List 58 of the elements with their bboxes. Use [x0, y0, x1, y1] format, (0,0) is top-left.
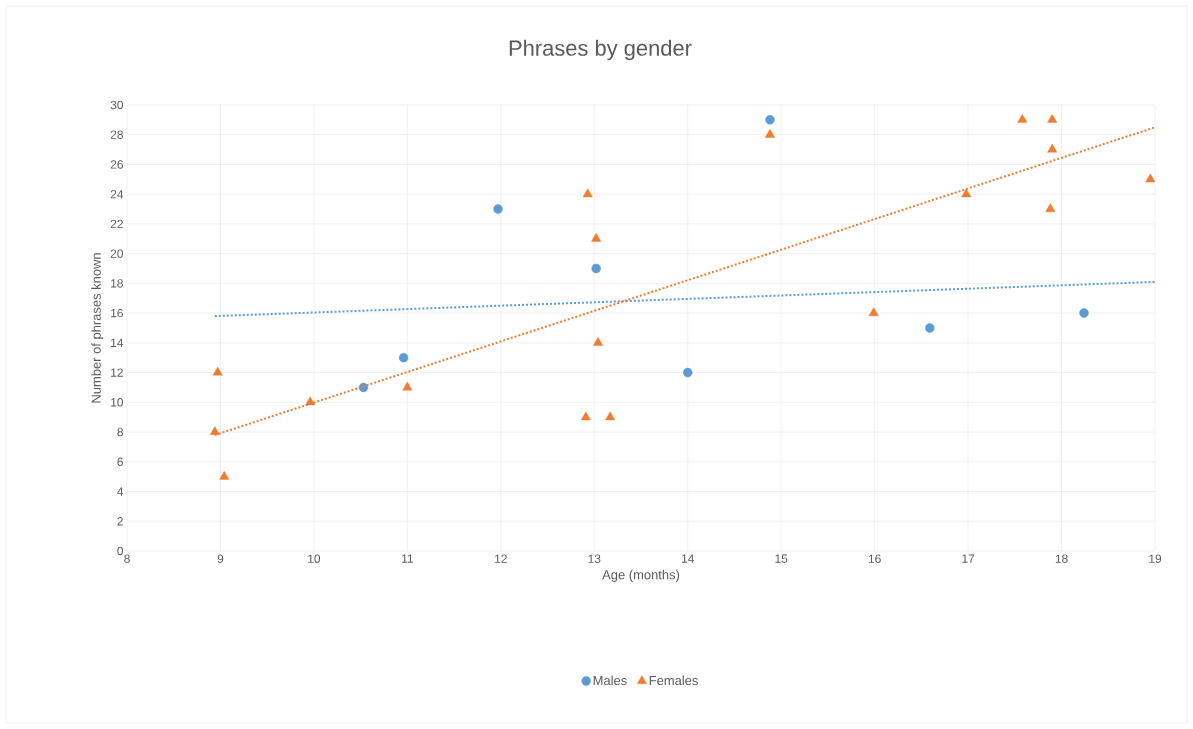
point	[305, 396, 316, 406]
legend-label: Females	[649, 675, 698, 686]
point	[591, 263, 601, 274]
point	[1045, 203, 1056, 212]
y-tick-label: 22	[110, 219, 123, 229]
y-tick-label: 16	[111, 308, 123, 318]
point	[398, 353, 409, 363]
y-tick-label: 28	[110, 130, 123, 139]
y-tick-label: 10	[111, 398, 124, 407]
point	[219, 470, 230, 480]
x-tick-label: 12	[495, 554, 507, 563]
point	[1079, 308, 1089, 318]
point	[925, 323, 935, 333]
point	[1145, 173, 1156, 183]
y-tick-label: 0	[117, 546, 124, 556]
x-tick-label: 13	[588, 554, 601, 563]
y-axis-title: Number of phrases known	[91, 253, 104, 403]
y-tick-label: 26	[110, 160, 123, 169]
y-tick-label: 24	[110, 190, 124, 199]
y-tick-label: 2	[117, 517, 123, 526]
x-tick-label: 15	[775, 554, 788, 563]
point	[591, 233, 602, 242]
x-tick-label: 16	[868, 554, 881, 563]
y-tick-label: 14	[111, 338, 124, 347]
point	[1017, 114, 1028, 123]
x-tick-label: 18	[1055, 554, 1068, 563]
x-tick-label: 11	[402, 554, 413, 563]
point	[582, 188, 593, 198]
point	[683, 367, 693, 378]
x-tick-label: 8	[124, 554, 130, 563]
x-tick-label: 10	[308, 554, 321, 563]
point	[209, 426, 220, 435]
x-tick-label: 19	[1149, 554, 1162, 563]
point	[580, 411, 591, 421]
chart-title: Phrases by gender	[509, 39, 692, 61]
y-tick-label: 12	[111, 368, 123, 377]
point	[1047, 114, 1058, 123]
y-tick-label: 20	[110, 249, 124, 258]
y-tick-label: 6	[117, 457, 123, 467]
point	[605, 411, 616, 421]
point	[868, 307, 879, 317]
point	[765, 129, 775, 138]
point	[212, 366, 223, 376]
point	[593, 337, 603, 346]
point	[402, 381, 413, 391]
legend-label: Males	[593, 675, 627, 686]
x-tick-label: 9	[217, 554, 224, 563]
x-axis-title: Age (months)	[602, 569, 680, 582]
y-tick-label: 18	[111, 279, 123, 288]
x-tick-label: 17	[962, 554, 975, 563]
y-tick-label: 30	[110, 100, 124, 110]
y-tick-label: 4	[117, 487, 124, 496]
point	[961, 188, 972, 198]
point	[1047, 143, 1058, 153]
x-tick-label: 14	[682, 554, 695, 563]
point	[765, 115, 775, 125]
point	[493, 204, 503, 214]
y-tick-label: 8	[117, 427, 123, 437]
